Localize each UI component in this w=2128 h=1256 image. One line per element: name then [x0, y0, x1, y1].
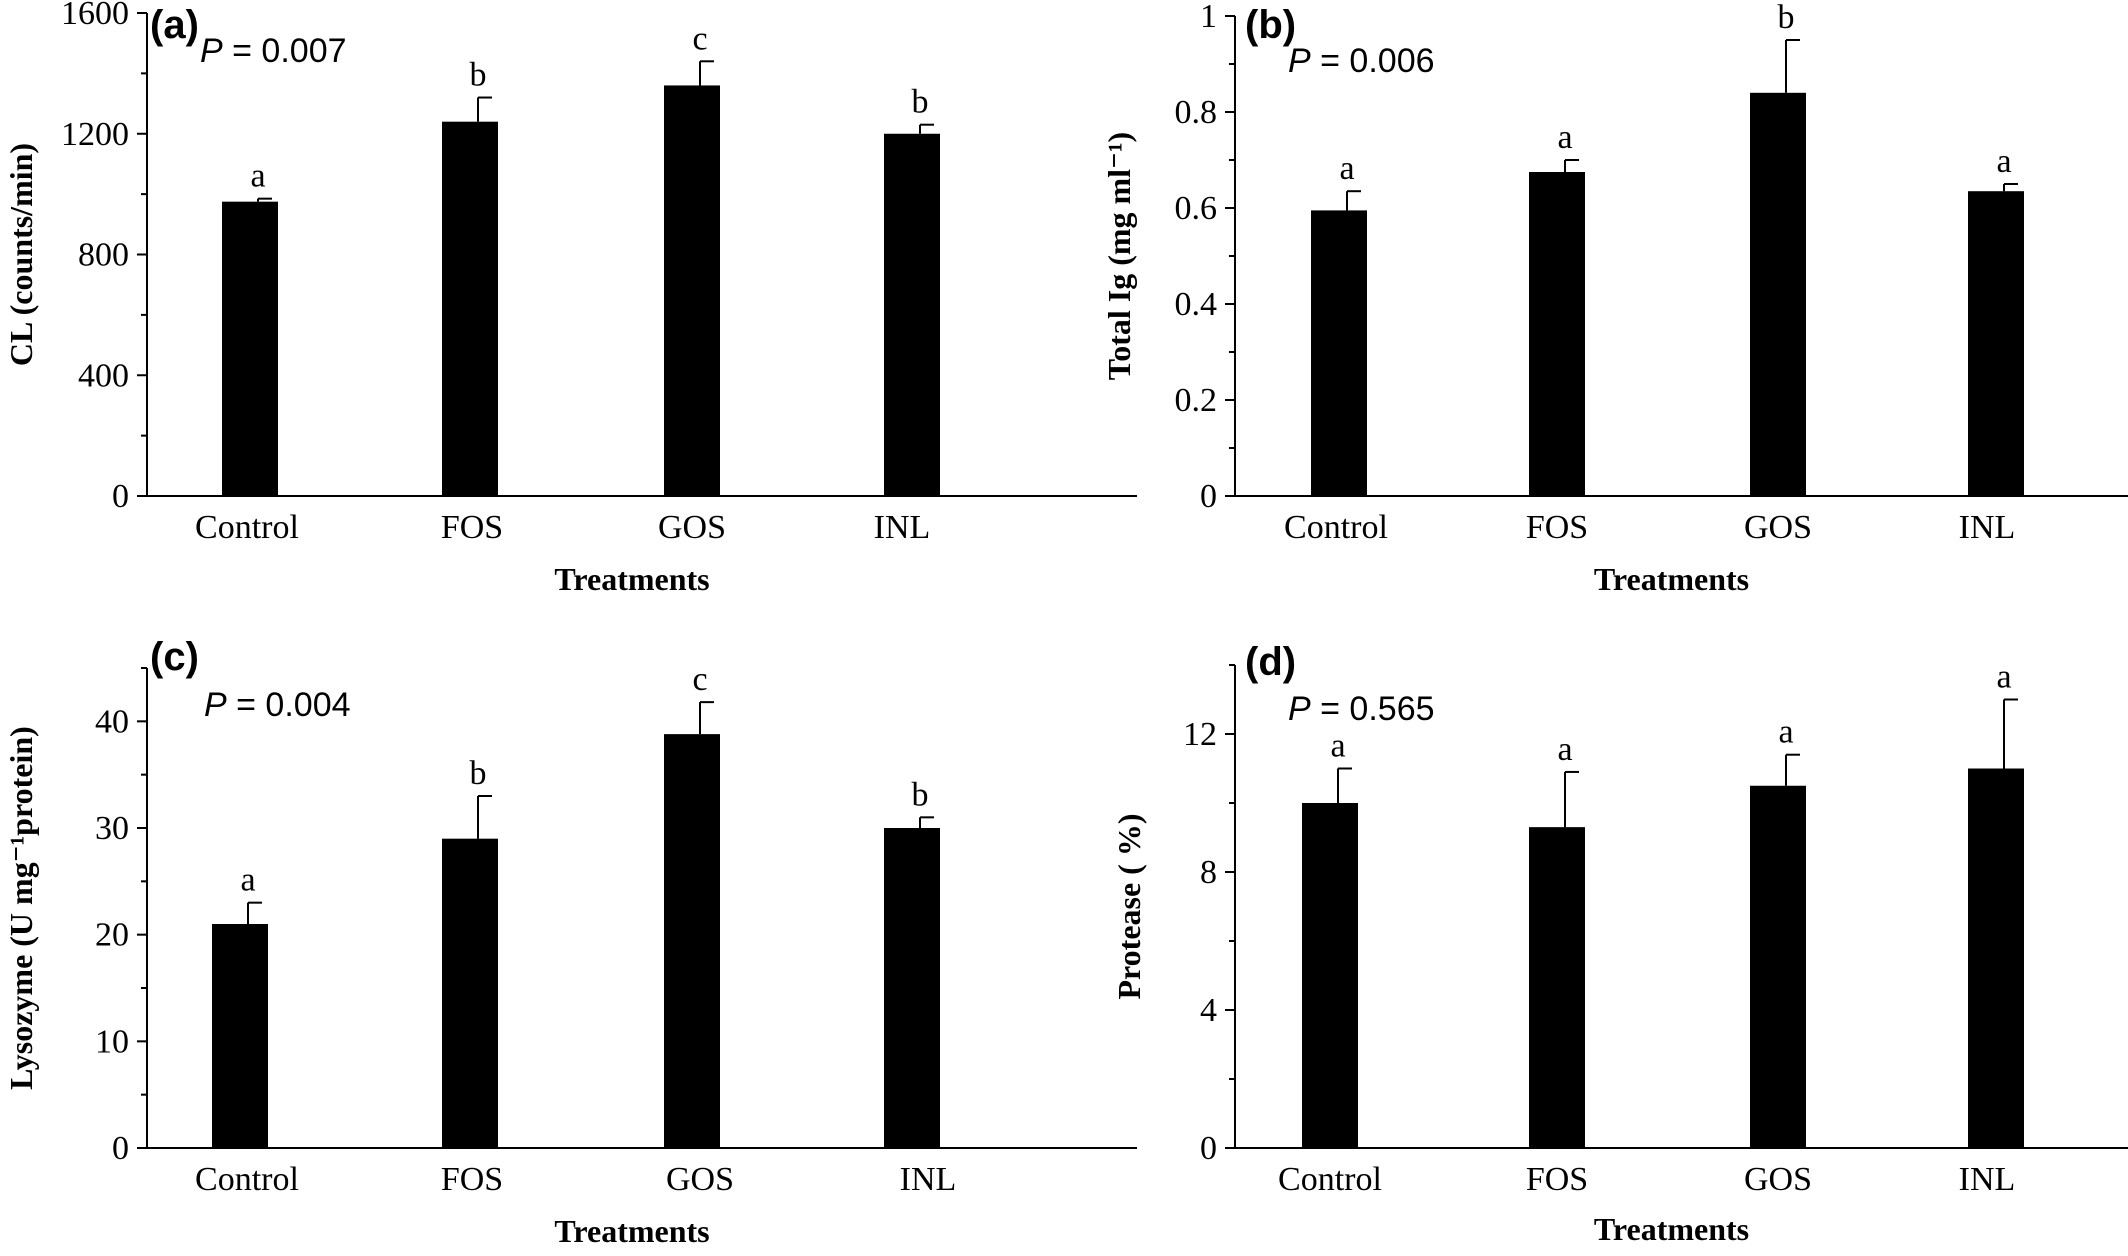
panel-b-x-tick-label-gos: GOS [1744, 509, 1812, 546]
panel-b-bar-inl [1968, 191, 2024, 496]
panel-c-bar-inl [884, 828, 940, 1148]
panel-c-significance-control: a [240, 862, 255, 899]
panel-d-significance-gos: a [1778, 714, 1793, 751]
panel-d-p-number: = 0.565 [1311, 690, 1435, 728]
panel-b-x-tick-label-fos: FOS [1526, 509, 1588, 546]
panel-b-label: (b) [1245, 3, 1296, 47]
panel-a-bar-inl [884, 133, 940, 496]
panel-d-y-tick-label: 4 [1200, 992, 1217, 1029]
panel-c-y-tick-label: 10 [95, 1023, 129, 1060]
panel-d-x-tick-label-gos: GOS [1744, 1161, 1812, 1198]
panel-b-significance-inl: a [1996, 143, 2011, 180]
panel-d-significance-control: a [1330, 728, 1345, 765]
panel-b-p-symbol: P [1288, 42, 1311, 80]
panel-d-x-axis-title: Treatments [1594, 1211, 1749, 1247]
panel-c-y-tick-label: 40 [95, 703, 129, 740]
panel-d-significance-inl: a [1996, 659, 2011, 696]
panel-a-label: (a) [150, 3, 199, 47]
panel-a-bar-fos [442, 121, 498, 497]
panel-c-y-axis-title: Lysozyme (U mg⁻¹protein) [3, 726, 39, 1090]
panel-a-y-tick-label: 0 [112, 478, 129, 515]
panel-b-bar-fos [1529, 172, 1585, 496]
panel-a-significance-fos: b [470, 57, 487, 94]
panel-c-significance-fos: b [470, 755, 487, 792]
panel-a-y-tick-label: 1200 [61, 116, 129, 153]
panel-d-p-value: P = 0.565 [1288, 690, 1435, 728]
panel-c-p-symbol: P [204, 686, 227, 724]
panel-d-bar-fos [1529, 827, 1585, 1148]
panel-c-bar-control [212, 924, 268, 1148]
panel-a-x-axis-title: Treatments [554, 561, 709, 597]
panel-c-x-tick-label-fos: FOS [441, 1161, 503, 1198]
panel-a-y-tick-label: 400 [78, 357, 129, 394]
panel-b-significance-control: a [1339, 150, 1354, 187]
panel-b-p-number: = 0.006 [1311, 42, 1435, 80]
panel-b-bar-control [1311, 210, 1367, 496]
panel-b-significance-fos: a [1557, 119, 1572, 156]
panel-c-p-number: = 0.004 [227, 686, 351, 724]
panel-a-y-tick-label: 1600 [61, 0, 129, 32]
panel-a-y-tick-label: 800 [78, 237, 129, 274]
panel-d-x-tick-label-control: Control [1278, 1161, 1382, 1198]
panel-a-bar-gos [664, 85, 720, 496]
panel-c-significance-inl: b [912, 776, 929, 813]
panel-a-p-symbol: P [200, 32, 223, 70]
panel-c-x-tick-label-control: Control [195, 1161, 299, 1198]
panel-b-y-tick-label: 0 [1200, 478, 1217, 515]
panel-d-y-axis-title: Protease ( %) [1111, 814, 1147, 1000]
panel-d-bar-control [1302, 803, 1358, 1148]
panel-c-significance-gos: c [692, 661, 707, 698]
panel-c-label: (c) [150, 635, 199, 679]
panel-b-x-tick-label-control: Control [1284, 509, 1388, 546]
panel-b-x-axis-title: Treatments [1594, 561, 1749, 597]
panel-d-x-tick-label-inl: INL [1959, 1161, 2016, 1198]
panel-d-y-tick-label: 0 [1200, 1130, 1217, 1167]
panel-a-x-tick-label-control: Control [195, 509, 299, 546]
panel-d-bar-inl [1968, 768, 2024, 1148]
panel-d-x-tick-label-fos: FOS [1526, 1161, 1588, 1198]
panel-b-x-tick-label-inl: INL [1959, 509, 2016, 546]
panel-b-y-tick-label: 0.6 [1175, 190, 1218, 227]
panel-b-p-value: P = 0.006 [1288, 42, 1435, 80]
panel-a-significance-control: a [250, 158, 265, 195]
panel-a-significance-gos: c [692, 20, 707, 57]
panel-b-bar-gos [1750, 92, 1806, 497]
panel-c-y-tick-label: 0 [112, 1130, 129, 1167]
panel-c-p-value: P = 0.004 [204, 686, 351, 724]
panel-c-x-axis-title: Treatments [554, 1213, 709, 1249]
panel-b-y-axis-title: Total Ig (mg ml⁻¹) [1101, 132, 1137, 380]
panel-c-bar-fos [442, 838, 498, 1148]
panel-c-y-tick-label: 20 [95, 917, 129, 954]
panel-b-significance-gos: b [1778, 0, 1795, 36]
panel-d-y-tick-label: 8 [1200, 854, 1217, 891]
panel-b-y-tick-label: 0.2 [1175, 382, 1218, 419]
panel-d-significance-fos: a [1557, 731, 1572, 768]
panel-c-x-tick-label-inl: INL [900, 1161, 957, 1198]
panel-a-x-tick-label-inl: INL [874, 509, 931, 546]
panel-c-y-tick-label: 30 [95, 810, 129, 847]
panel-b-y-tick-label: 1 [1200, 0, 1217, 35]
panel-d-bar-gos [1750, 785, 1806, 1148]
panel-a-significance-inl: b [912, 84, 929, 121]
panel-a-y-axis-title: CL (counts/min) [3, 143, 39, 366]
panel-d-label: (d) [1245, 640, 1296, 684]
panel-a-x-tick-label-gos: GOS [658, 509, 726, 546]
panel-d-y-tick-label: 12 [1183, 716, 1217, 753]
panel-a-x-tick-label-fos: FOS [441, 509, 503, 546]
panel-c-bar-gos [664, 734, 720, 1148]
panel-a-p-value: P = 0.007 [200, 32, 347, 70]
panel-a-p-number: = 0.007 [223, 32, 347, 70]
panel-c-x-tick-label-gos: GOS [666, 1161, 734, 1198]
panel-b-y-tick-label: 0.8 [1175, 94, 1218, 131]
panel-d-p-symbol: P [1288, 690, 1311, 728]
panel-b-y-tick-label: 0.4 [1175, 286, 1218, 323]
panel-a-bar-control [222, 201, 278, 496]
